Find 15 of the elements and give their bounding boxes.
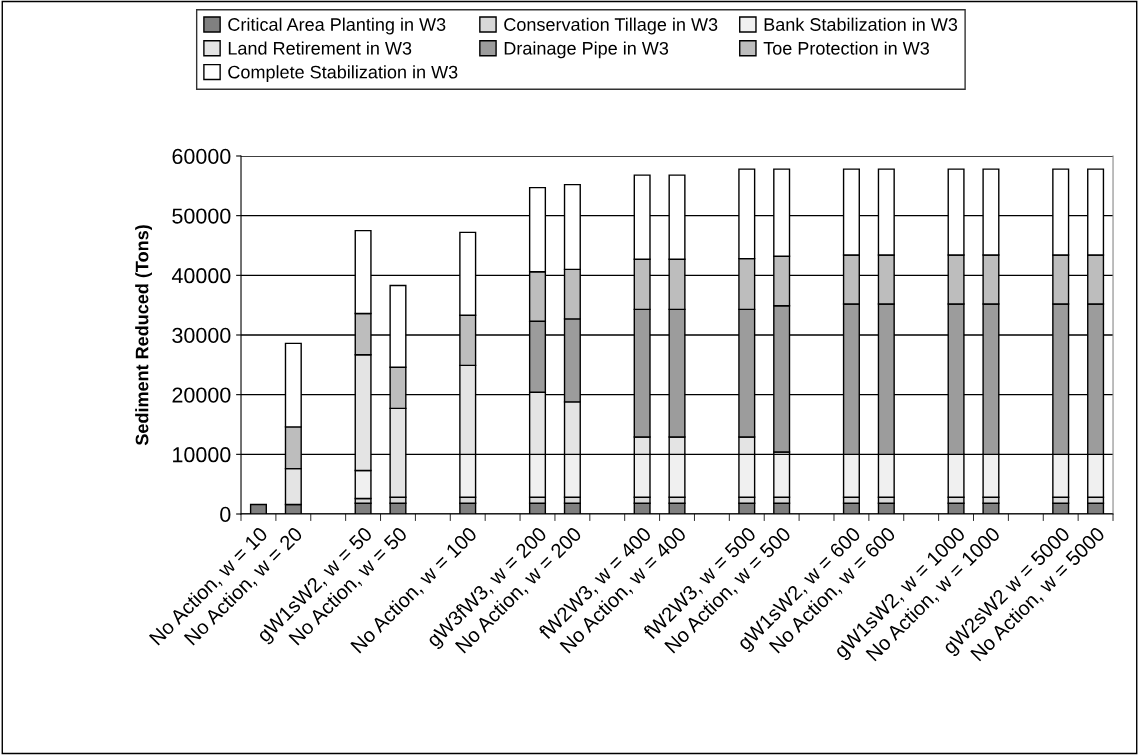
y-tick-label: 60000 — [172, 148, 231, 164]
y-tick-label: 50000 — [172, 208, 231, 224]
legend-label: Land Retirement in W3 — [228, 41, 412, 55]
legend-label: Complete Stabilization in W3 — [228, 65, 458, 83]
legend-label: Bank Stabilization in W3 — [764, 17, 958, 31]
y-tick-label: 40000 — [171, 268, 231, 284]
y-tick-label: 30000 — [172, 327, 231, 344]
legend-label: Drainage Pipe in W3 — [504, 41, 669, 59]
legend-label: Critical Area Planting in W3 — [228, 17, 446, 35]
y-tick-label: 0 — [220, 506, 231, 523]
y-tick-label: 20000 — [172, 387, 231, 403]
legend-label: Conservation Tillage in W3 — [504, 17, 718, 35]
legend-label: Toe Protection in W3 — [763, 41, 929, 55]
y-axis-title: Sediment Reduced (Tons) — [135, 225, 152, 446]
y-tick-label: 10000 — [173, 447, 231, 463]
